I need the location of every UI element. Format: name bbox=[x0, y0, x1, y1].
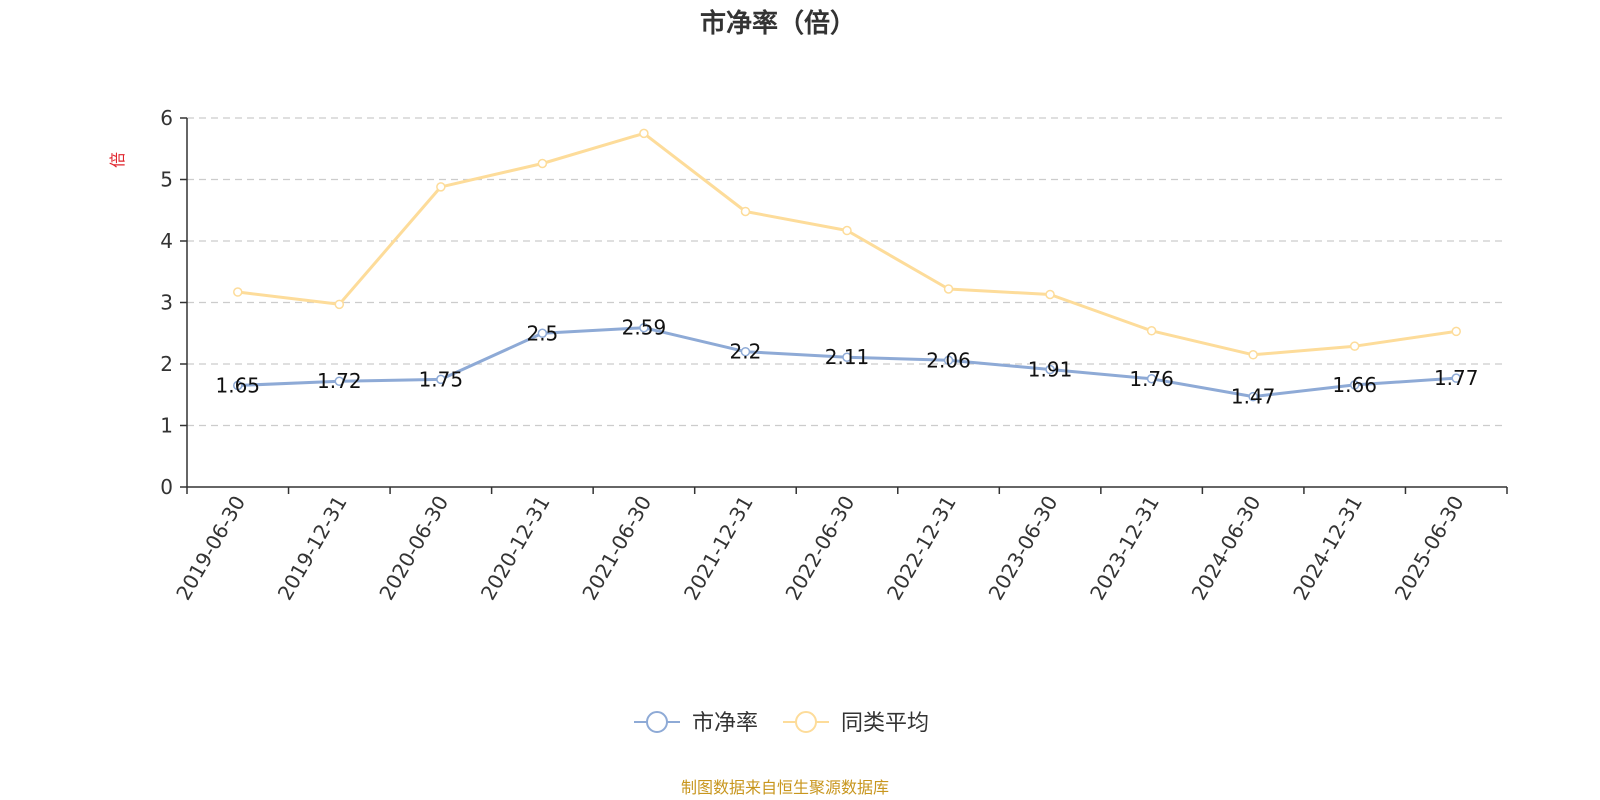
data-label: 2.5 bbox=[526, 321, 558, 345]
data-label: 1.91 bbox=[1028, 358, 1073, 382]
series-1-point[interactable] bbox=[334, 299, 345, 310]
series-0-point[interactable] bbox=[1045, 364, 1055, 375]
series-0-point[interactable] bbox=[1451, 373, 1461, 383]
series-0-point[interactable] bbox=[537, 328, 548, 338]
legend-item-1[interactable]: 同类平均 bbox=[783, 711, 929, 736]
data-label: 1.72 bbox=[317, 369, 362, 393]
legend-marker bbox=[646, 711, 668, 733]
series-1-point[interactable] bbox=[740, 206, 751, 217]
x-tick-label: 2022-12-31 bbox=[882, 492, 961, 605]
series-0-point[interactable] bbox=[436, 374, 446, 385]
x-tick-label: 2021-12-31 bbox=[679, 492, 758, 605]
x-tick-label: 2019-06-30 bbox=[171, 492, 250, 605]
series-0-point[interactable] bbox=[233, 380, 243, 391]
series-1-point[interactable] bbox=[1146, 326, 1157, 336]
y-ticks: 0 1 2 3 4 5 6 bbox=[160, 106, 187, 499]
series-0-point[interactable] bbox=[943, 355, 954, 366]
y-tick-label: 1 bbox=[160, 414, 173, 438]
y-tick-label: 0 bbox=[160, 475, 173, 499]
x-tick-label: 2020-06-30 bbox=[374, 492, 453, 605]
series-0-point[interactable] bbox=[334, 376, 345, 386]
series-1-point[interactable] bbox=[842, 225, 852, 236]
series-1-point[interactable] bbox=[943, 284, 954, 294]
series-1-point[interactable] bbox=[639, 128, 649, 139]
y-tick-label: 6 bbox=[160, 106, 173, 130]
x-tick-label: 2025-06-30 bbox=[1390, 492, 1469, 605]
x-ticks: 2019-06-30 2019-12-31 2020-06-30 2020-12-31… bbox=[171, 487, 1508, 605]
y-tick-label: 2 bbox=[160, 352, 173, 376]
data-label: 2.06 bbox=[926, 348, 971, 372]
legend-marker bbox=[795, 711, 817, 733]
data-label: 1.65 bbox=[216, 374, 261, 398]
data-label: 1.75 bbox=[419, 367, 464, 391]
series-group bbox=[233, 128, 1461, 402]
series-1-point[interactable] bbox=[436, 182, 446, 192]
x-tick-label: 2024-06-30 bbox=[1187, 492, 1266, 605]
series-1-point[interactable] bbox=[1451, 326, 1461, 337]
chart-title: 市净率（倍） bbox=[700, 8, 856, 39]
gridlines bbox=[187, 117, 1507, 427]
legend-label: 同类平均 bbox=[841, 711, 929, 736]
series-1-point[interactable] bbox=[233, 287, 243, 297]
x-tick-label: 2020-12-31 bbox=[476, 492, 555, 605]
x-tick-label: 2023-06-30 bbox=[984, 492, 1063, 605]
series-0-point[interactable] bbox=[740, 346, 751, 357]
data-label: 1.66 bbox=[1332, 373, 1377, 397]
y-axis-label: 倍 bbox=[108, 152, 127, 168]
series-1-point[interactable] bbox=[537, 158, 548, 169]
x-tick-label: 2023-12-31 bbox=[1085, 492, 1164, 605]
series-1-point[interactable] bbox=[1349, 341, 1360, 351]
legend-item-0[interactable]: 市净率 bbox=[634, 711, 758, 736]
y-tick-label: 5 bbox=[160, 168, 173, 192]
series-1-point[interactable] bbox=[1248, 350, 1258, 360]
data-label: 1.47 bbox=[1231, 385, 1276, 409]
legend-label: 市净率 bbox=[692, 711, 758, 736]
y-tick-label: 4 bbox=[160, 229, 173, 253]
data-label: 2.2 bbox=[730, 340, 762, 364]
series-0-point[interactable] bbox=[639, 322, 649, 333]
series-0-point[interactable] bbox=[1248, 391, 1258, 402]
series-0-point[interactable] bbox=[842, 352, 852, 362]
series-0-point[interactable] bbox=[1146, 374, 1157, 384]
data-label: 2.59 bbox=[622, 316, 667, 340]
x-tick-label: 2024-12-31 bbox=[1288, 492, 1367, 605]
data-label: 2.11 bbox=[825, 345, 870, 369]
x-tick-label: 2022-06-30 bbox=[780, 492, 859, 605]
data-label: 1.77 bbox=[1434, 366, 1479, 390]
series-0-point[interactable] bbox=[1349, 380, 1360, 390]
legend[interactable]: 市净率 同类平均 bbox=[634, 711, 929, 736]
y-tick-label: 3 bbox=[160, 291, 173, 315]
x-tick-label: 2021-06-30 bbox=[577, 492, 656, 605]
source-note: 制图数据来自恒生聚源数据库 bbox=[681, 778, 889, 797]
x-tick-label: 2019-12-31 bbox=[273, 492, 352, 605]
data-label: 1.76 bbox=[1129, 367, 1174, 391]
series-1-point[interactable] bbox=[1045, 289, 1055, 300]
series-line-1 bbox=[237, 131, 1457, 357]
data-labels: 1.65 1.72 1.75 2.5 2.59 2.2 2.11 2.06 1.91 1.76 1.… bbox=[216, 316, 1479, 409]
